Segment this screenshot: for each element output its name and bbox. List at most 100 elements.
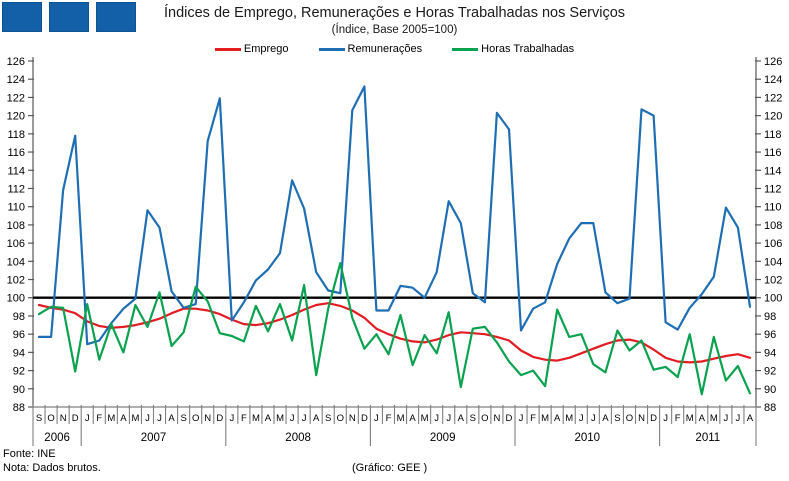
y-axis-label-right: 112 [764, 183, 782, 195]
y-axis-label-right: 102 [764, 275, 782, 287]
legend-label-horas: Horas Trabalhadas [481, 43, 575, 55]
x-axis-month-label: J [374, 413, 379, 424]
x-axis-year-label: 2008 [285, 432, 311, 444]
y-axis-label-left: 116 [7, 147, 25, 159]
y-axis-label-right: 94 [764, 347, 776, 359]
y-axis-label-left: 88 [13, 402, 25, 414]
y-axis-label-right: 106 [764, 238, 782, 250]
y-axis-label-right: 114 [764, 165, 782, 177]
x-axis-month-label: J [736, 413, 741, 424]
x-axis-month-label: O [47, 413, 54, 424]
x-axis-month-label: J [663, 413, 668, 424]
x-axis-month-label: A [313, 413, 320, 424]
x-axis-month-label: S [325, 413, 331, 424]
x-axis-month-label: A [265, 413, 272, 424]
x-axis-month-label: F [675, 413, 681, 424]
x-axis-month-label: N [638, 413, 645, 424]
y-axis-label-right: 120 [764, 111, 782, 123]
x-axis-month-label: F [386, 413, 392, 424]
legend-line-remuneracoes [318, 47, 345, 51]
y-axis-label-right: 110 [764, 202, 782, 214]
y-axis-label-left: 98 [13, 311, 25, 323]
y-axis-label-left: 110 [7, 202, 25, 214]
x-axis-month-label: S [470, 413, 476, 424]
y-axis-label-right: 98 [764, 311, 776, 323]
x-axis-month-label: M [107, 413, 115, 424]
x-axis-month-label: D [506, 413, 513, 424]
y-axis-label-left: 114 [7, 165, 25, 177]
y-axis-label-right: 126 [764, 56, 782, 68]
x-axis-month-label: M [421, 413, 429, 424]
x-axis-month-label: M [710, 413, 718, 424]
x-axis-month-label: F [241, 413, 247, 424]
data-note: Nota: Dados brutos. [3, 462, 101, 474]
x-axis-month-label: J [145, 413, 150, 424]
x-axis-month-label: S [180, 413, 186, 424]
y-axis-label-left: 122 [7, 92, 25, 104]
x-axis-year-label: 2006 [44, 432, 70, 444]
x-axis-year-label: 2009 [430, 432, 456, 444]
y-axis-label-left: 100 [7, 293, 25, 305]
x-axis-month-label: N [60, 413, 67, 424]
legend-item-horas: Horas Trabalhadas [452, 43, 574, 55]
legend-line-horas [452, 47, 479, 51]
y-axis-label-right: 122 [764, 92, 782, 104]
y-axis-label-left: 112 [7, 183, 25, 195]
x-axis-month-label: A [699, 413, 706, 424]
x-axis-year-label: 2007 [141, 432, 167, 444]
x-axis-month-label: J [446, 413, 451, 424]
x-axis-month-label: J [85, 413, 90, 424]
y-axis-label-right: 118 [764, 129, 782, 141]
y-axis-label-left: 126 [7, 56, 25, 68]
x-axis-month-label: D [216, 413, 223, 424]
y-axis-label-right: 108 [764, 220, 782, 232]
y-axis-label-left: 94 [13, 347, 25, 359]
legend-line-emprego [214, 47, 241, 51]
y-axis-label-right: 100 [764, 293, 782, 305]
source-note: Fonte: INE [3, 448, 56, 460]
x-axis-month-label: D [650, 413, 657, 424]
credit-note: (Gráfico: GEE ) [352, 462, 428, 474]
x-axis-month-label: J [434, 413, 439, 424]
x-axis-month-label: D [361, 413, 368, 424]
x-axis-month-label: S [614, 413, 620, 424]
x-axis-month-label: F [96, 413, 102, 424]
x-axis-month-label: J [579, 413, 584, 424]
series-line-1 [37, 85, 752, 346]
y-axis-label-right: 92 [764, 366, 776, 378]
x-axis-month-label: A [747, 413, 754, 424]
x-axis-month-label: J [290, 413, 295, 424]
x-axis-month-label: M [276, 413, 284, 424]
y-axis-label-left: 124 [7, 74, 25, 86]
x-axis-month-label: M [565, 413, 573, 424]
y-axis-label-left: 92 [13, 366, 25, 378]
x-axis-month-label: O [481, 413, 488, 424]
x-axis-month-label: M [131, 413, 139, 424]
logo [2, 2, 136, 32]
legend-label-emprego: Emprego [243, 43, 289, 55]
legend-item-emprego: Emprego [214, 43, 289, 55]
x-axis-month-label: J [229, 413, 234, 424]
x-axis-month-label: A [168, 413, 175, 424]
y-axis-label-left: 96 [13, 329, 25, 341]
x-axis-month-label: N [349, 413, 356, 424]
x-axis-month-label: J [157, 413, 162, 424]
x-axis-month-label: J [302, 413, 307, 424]
x-axis-month-label: A [554, 413, 561, 424]
y-axis-label-right: 90 [764, 384, 776, 396]
legend-item-remuneracoes: Remunerações [318, 43, 422, 55]
x-axis-month-label: J [724, 413, 729, 424]
x-axis-month-label: J [519, 413, 524, 424]
y-axis-label-left: 120 [7, 111, 25, 123]
logo-square [2, 2, 42, 32]
x-axis-month-label: O [337, 413, 344, 424]
y-axis-label-right: 88 [764, 402, 776, 414]
chart-title: Índices de Emprego, Remunerações e Horas… [163, 5, 626, 21]
chart-subtitle: (Índice, Base 2005=100) [331, 24, 458, 36]
x-axis-month-label: N [204, 413, 211, 424]
x-axis-year-label: 2011 [695, 432, 720, 444]
y-axis-label-left: 102 [7, 275, 25, 287]
x-axis-month-label: A [409, 413, 416, 424]
logo-square [96, 2, 136, 32]
